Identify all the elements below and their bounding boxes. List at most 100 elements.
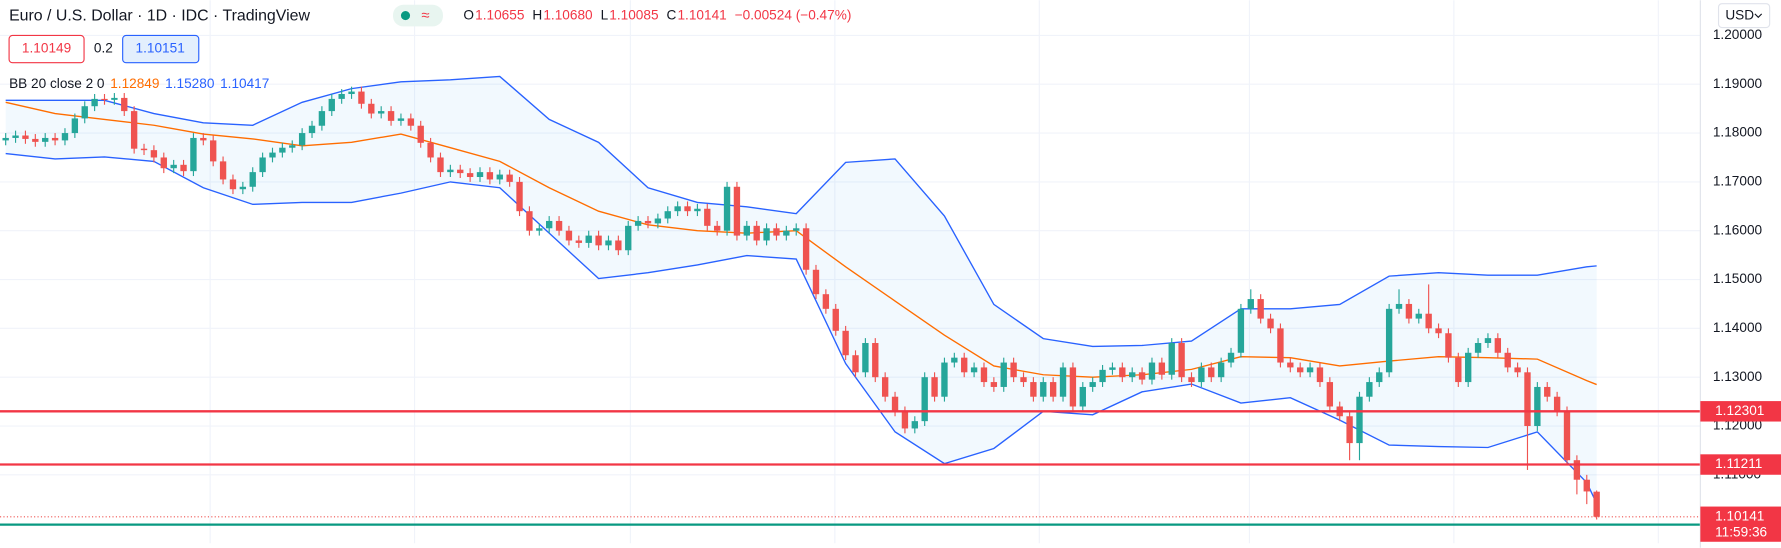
candle-body [298, 133, 306, 146]
candle-body [526, 211, 533, 231]
candle-body [486, 172, 494, 180]
candle-body [842, 330, 849, 356]
candle-body [1138, 372, 1146, 380]
candle-body [1247, 299, 1254, 309]
candle-body [1316, 367, 1324, 383]
y-tick-label: 1.18000 [1713, 125, 1763, 140]
ohlc-label: H [532, 8, 542, 23]
candle-body [358, 91, 365, 104]
candle-body [22, 135, 29, 139]
buy-button[interactable] [122, 34, 200, 64]
candle-body [1198, 367, 1205, 383]
candle-body [1494, 338, 1502, 353]
candle-body [368, 103, 375, 114]
band-line [5, 152, 1598, 504]
indicator-value: 1.10417 [220, 76, 269, 91]
candle-body [239, 186, 247, 190]
status-pill[interactable] [393, 4, 443, 27]
candle-body [555, 220, 563, 231]
candle-body [1524, 372, 1531, 427]
band-line [5, 101, 1597, 386]
candle-body [1099, 369, 1106, 383]
currency-button[interactable] [1717, 3, 1771, 29]
y-tick-label: 1.19000 [1713, 76, 1763, 91]
sell-button[interactable] [8, 34, 85, 64]
ohlc-value: 1.10085 [609, 8, 658, 23]
candle-body [1119, 367, 1126, 378]
candle-body [407, 118, 415, 126]
candle-body [32, 138, 39, 142]
candle-body [457, 169, 464, 174]
candle-body [42, 137, 49, 142]
candle-body [1465, 352, 1472, 383]
candle-body [595, 235, 602, 246]
dropdown-arrow [1754, 13, 1763, 19]
candle-body [980, 367, 988, 383]
candle-body [1020, 377, 1027, 383]
candle-body [644, 220, 652, 224]
candle-body [308, 125, 316, 134]
candle-body [1346, 416, 1353, 444]
candle-body [901, 411, 909, 429]
time-grid [209, 0, 1659, 544]
candle-body [1563, 411, 1571, 461]
candle-body [684, 206, 691, 212]
candle-body [259, 157, 266, 173]
candle-body [1435, 328, 1442, 334]
price-tag [1700, 454, 1781, 475]
candle-body [279, 147, 286, 153]
ohlc-value: 1.10141 [677, 8, 726, 23]
candle-body [1395, 303, 1403, 309]
candle-body [773, 228, 780, 236]
candle-body [970, 367, 978, 373]
candle-body [575, 240, 583, 243]
candle-body [664, 211, 671, 219]
candle-body [704, 208, 711, 226]
candle-body [1405, 303, 1413, 319]
candle-body [378, 111, 385, 114]
candle-body [101, 98, 108, 101]
candle-body [1287, 362, 1294, 368]
candle-body [200, 137, 207, 141]
candle-body [812, 269, 820, 295]
candle-body [1227, 352, 1235, 363]
candle-body [1168, 343, 1175, 375]
candle-body [990, 382, 998, 387]
candle-body [545, 220, 553, 229]
candle-body [961, 357, 968, 373]
candle-body [2, 137, 9, 141]
candle-body [12, 135, 19, 138]
ask: 1.10151 [136, 41, 185, 56]
candle-body [931, 377, 938, 397]
indicator-value: 1.15280 [165, 76, 215, 91]
candle-body [210, 140, 217, 162]
indicator-value: 1.12849 [110, 76, 159, 91]
candle-body [694, 208, 701, 212]
band-fill [5, 76, 1597, 504]
price-tag-label: 1.11211 [1715, 456, 1762, 471]
candle-body [476, 172, 484, 178]
candle-body [130, 111, 138, 149]
candle-body [1010, 362, 1017, 378]
candle-body [397, 118, 405, 121]
candle-body [763, 228, 770, 241]
candle-body [170, 164, 177, 169]
candle-body [941, 362, 948, 397]
candle-body [140, 148, 148, 151]
candle-body [1178, 343, 1185, 378]
market-status [400, 11, 411, 21]
candle-body [881, 377, 889, 397]
candle-body [1049, 382, 1057, 397]
candle-body [1504, 352, 1511, 368]
candle-body [269, 152, 276, 158]
y-tick-label: 1.15000 [1713, 271, 1763, 286]
indicator-name: BB 20 close 2 0 [9, 76, 105, 91]
candle-body [51, 137, 59, 141]
last-price-label: 1.10141 [1715, 508, 1764, 523]
candle-body [536, 228, 543, 231]
candle-body [1474, 343, 1482, 353]
candle-body [338, 94, 345, 99]
candle-body [180, 164, 187, 172]
candle-body [447, 169, 454, 173]
